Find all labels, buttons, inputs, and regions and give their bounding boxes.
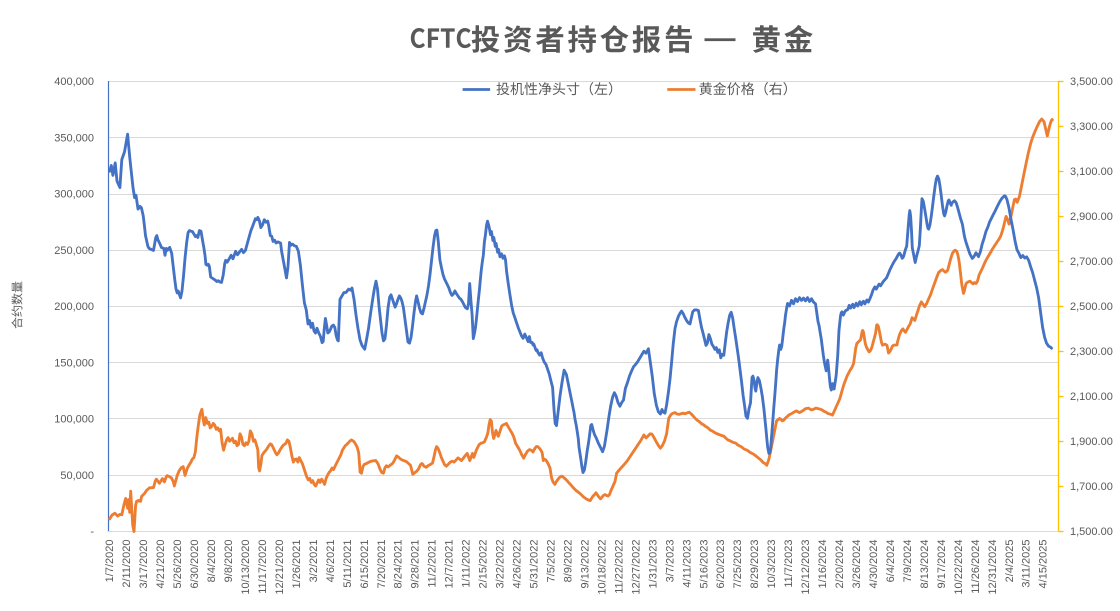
svg-text:9/13/2022: 9/13/2022	[579, 540, 591, 589]
svg-text:4/6/2021: 4/6/2021	[325, 540, 337, 583]
svg-text:6/4/2024: 6/4/2024	[885, 540, 897, 583]
svg-text:4/26/2022: 4/26/2022	[512, 540, 524, 589]
svg-text:1,500.00: 1,500.00	[1070, 526, 1113, 538]
svg-text:3/7/2023: 3/7/2023	[664, 540, 676, 583]
svg-text:1/31/2023: 1/31/2023	[647, 540, 659, 589]
svg-text:3/11/2025: 3/11/2025	[1021, 540, 1033, 588]
svg-text:3,100.00: 3,100.00	[1070, 166, 1113, 178]
svg-text:250,000: 250,000	[54, 245, 94, 257]
svg-text:7/9/2024: 7/9/2024	[902, 540, 914, 583]
svg-text:300,000: 300,000	[54, 189, 94, 201]
svg-text:11/2/2021: 11/2/2021	[427, 540, 439, 588]
svg-text:12/27/2022: 12/27/2022	[630, 540, 642, 595]
svg-text:8/4/2020: 8/4/2020	[206, 540, 218, 583]
svg-text:8/13/2024: 8/13/2024	[919, 540, 931, 589]
svg-text:6/30/2020: 6/30/2020	[189, 540, 201, 589]
svg-text:5/26/2020: 5/26/2020	[172, 540, 184, 589]
svg-text:1/26/2021: 1/26/2021	[291, 540, 303, 589]
svg-text:10/22/2024: 10/22/2024	[953, 540, 965, 595]
svg-text:10/3/2023: 10/3/2023	[766, 540, 778, 589]
svg-text:12/12/2023: 12/12/2023	[800, 540, 812, 595]
svg-text:2/4/2025: 2/4/2025	[1004, 540, 1016, 583]
svg-text:11/26/2024: 11/26/2024	[970, 540, 982, 594]
svg-text:7/25/2023: 7/25/2023	[732, 540, 744, 589]
svg-text:1/7/2020: 1/7/2020	[104, 540, 116, 583]
svg-text:200,000: 200,000	[54, 301, 94, 313]
svg-text:8/24/2021: 8/24/2021	[393, 540, 405, 589]
svg-text:3,500.00: 3,500.00	[1070, 76, 1113, 88]
svg-text:2,100.00: 2,100.00	[1070, 391, 1113, 403]
svg-text:9/28/2021: 9/28/2021	[410, 540, 422, 589]
svg-text:3,300.00: 3,300.00	[1070, 121, 1113, 133]
svg-text:4/15/2025: 4/15/2025	[1038, 540, 1050, 589]
svg-text:7/20/2021: 7/20/2021	[376, 540, 388, 589]
svg-text:8/29/2023: 8/29/2023	[749, 540, 761, 589]
svg-text:12/21/2020: 12/21/2020	[274, 540, 286, 595]
svg-text:11/7/2023: 11/7/2023	[783, 540, 795, 588]
svg-text:5/16/2023: 5/16/2023	[698, 540, 710, 589]
svg-text:10/18/2022: 10/18/2022	[596, 540, 608, 595]
svg-text:6/15/2021: 6/15/2021	[359, 540, 371, 589]
svg-text:50,000: 50,000	[60, 470, 94, 482]
svg-text:1,700.00: 1,700.00	[1070, 481, 1113, 493]
svg-text:7/5/2022: 7/5/2022	[546, 540, 558, 583]
svg-text:5/11/2021: 5/11/2021	[342, 540, 354, 588]
svg-text:8/9/2022: 8/9/2022	[562, 540, 574, 583]
svg-text:2,500.00: 2,500.00	[1070, 301, 1113, 313]
svg-text:3/26/2024: 3/26/2024	[851, 540, 863, 589]
svg-text:3/17/2020: 3/17/2020	[138, 540, 150, 589]
svg-text:6/20/2023: 6/20/2023	[715, 540, 727, 589]
svg-text:10/13/2020: 10/13/2020	[240, 540, 252, 595]
svg-text:2/15/2022: 2/15/2022	[478, 540, 490, 589]
svg-text:11/22/2022: 11/22/2022	[613, 540, 625, 594]
svg-text:11/17/2020: 11/17/2020	[257, 540, 269, 594]
svg-text:150,000: 150,000	[54, 357, 94, 369]
svg-text:-: -	[90, 526, 94, 538]
svg-text:4/21/2020: 4/21/2020	[155, 540, 167, 589]
svg-text:12/7/2021: 12/7/2021	[444, 540, 456, 589]
svg-text:1/16/2024: 1/16/2024	[817, 540, 829, 589]
svg-text:4/30/2024: 4/30/2024	[868, 540, 880, 589]
svg-text:2,300.00: 2,300.00	[1070, 346, 1113, 358]
svg-text:3/2/2021: 3/2/2021	[308, 540, 320, 583]
svg-text:2,900.00: 2,900.00	[1070, 211, 1113, 223]
svg-text:2/11/2020: 2/11/2020	[121, 540, 133, 588]
svg-text:100,000: 100,000	[54, 414, 94, 426]
svg-text:350,000: 350,000	[54, 132, 94, 144]
svg-text:5/31/2022: 5/31/2022	[529, 540, 541, 589]
svg-text:400,000: 400,000	[54, 76, 94, 88]
svg-text:9/8/2020: 9/8/2020	[223, 540, 235, 583]
svg-text:2/20/2024: 2/20/2024	[834, 540, 846, 589]
svg-text:1/11/2022: 1/11/2022	[461, 540, 473, 588]
svg-text:3/22/2022: 3/22/2022	[495, 540, 507, 589]
svg-text:12/31/2024: 12/31/2024	[987, 540, 999, 595]
svg-text:9/17/2024: 9/17/2024	[936, 540, 948, 589]
svg-text:4/11/2023: 4/11/2023	[681, 540, 693, 588]
svg-text:2,700.00: 2,700.00	[1070, 256, 1113, 268]
svg-text:1,900.00: 1,900.00	[1070, 436, 1113, 448]
